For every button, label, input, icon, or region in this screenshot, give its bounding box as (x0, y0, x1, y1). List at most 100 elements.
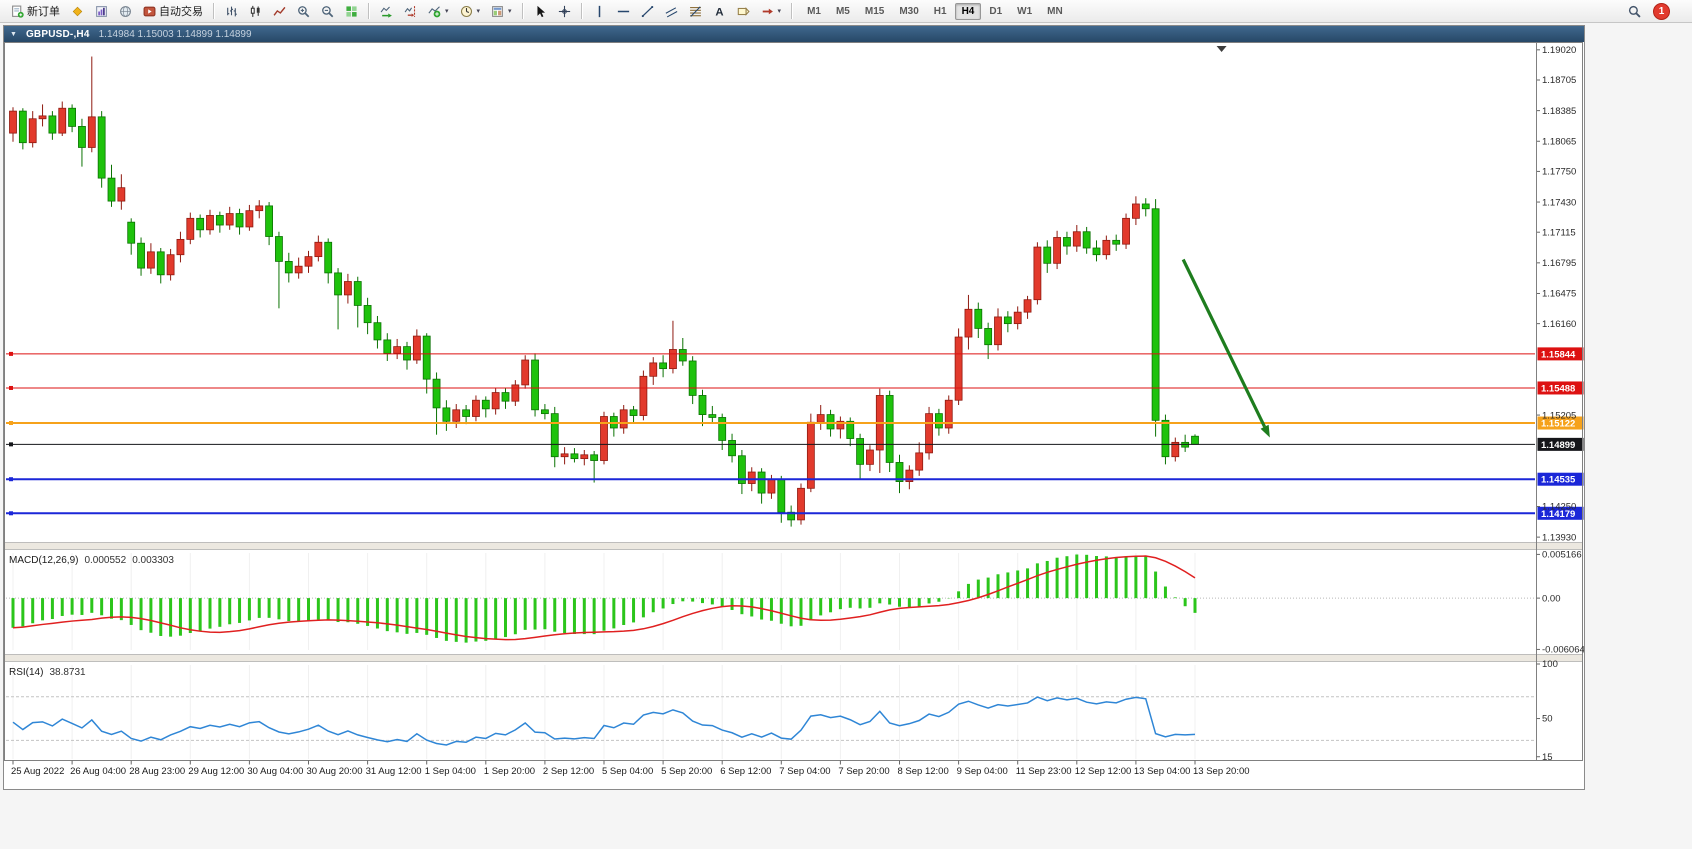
candle (964, 294, 973, 350)
svg-text:1.14899: 1.14899 (1541, 440, 1575, 451)
new-order-button-label: 新订单 (27, 6, 60, 18)
crosshair-button[interactable] (553, 1, 576, 22)
charts-panel-button[interactable] (90, 1, 113, 22)
svg-text:0.00: 0.00 (1542, 593, 1561, 604)
candle (176, 231, 185, 263)
candle (797, 483, 805, 525)
candle (18, 108, 27, 150)
search-button[interactable] (1623, 1, 1646, 22)
horizontal-line-object[interactable]: 1.15488 (6, 381, 1584, 395)
candle (432, 372, 441, 435)
candle (353, 276, 362, 328)
svg-text:1.17115: 1.17115 (1542, 227, 1576, 238)
zoom-in-icon (297, 5, 310, 18)
periods-button[interactable]: ▾ (455, 1, 486, 22)
svg-text:A: A (715, 6, 723, 18)
candle (1003, 311, 1012, 333)
timeframe-M30[interactable]: M30 (899, 5, 919, 17)
candle (206, 209, 214, 235)
price-chart[interactable]: 1.15844 1.15488 1.15122 1.14899 1.14535 1.141… (4, 42, 1584, 789)
candle (836, 416, 845, 439)
timeframe-M15[interactable]: M15 (864, 5, 885, 17)
svg-text:13 Sep 20:00: 13 Sep 20:00 (1193, 766, 1250, 777)
candle (117, 174, 126, 210)
history-center-button[interactable] (114, 1, 137, 22)
timeframe-M5[interactable]: M5 (835, 5, 850, 17)
horizontal-line-button[interactable] (612, 1, 635, 22)
trendline-button[interactable] (636, 1, 659, 22)
panel-separator[interactable] (4, 654, 1583, 662)
tile-windows-button[interactable] (340, 1, 363, 22)
candle (806, 413, 815, 493)
text-button[interactable]: A (708, 1, 731, 22)
notifications-badge[interactable]: 1 (1653, 2, 1670, 20)
window-menu-icon[interactable]: ▼ (10, 30, 17, 38)
candle (560, 447, 569, 465)
metaquotes-button[interactable] (66, 1, 89, 22)
horizontal-line-object[interactable]: 1.14899 (6, 437, 1584, 451)
candlestick-chart-button[interactable] (244, 1, 267, 22)
line-chart-button[interactable] (268, 1, 291, 22)
timeframe-M1[interactable]: M1 (807, 5, 821, 17)
candle (600, 411, 608, 465)
price-badge: 1.14899 (1537, 437, 1584, 451)
tile-windows-icon (345, 5, 358, 18)
panel-separator[interactable] (4, 542, 1583, 550)
horizontal-line-object[interactable]: 1.15122 (6, 416, 1584, 430)
candle (294, 257, 303, 279)
candle (472, 395, 480, 422)
svg-text:1 Sep 04:00: 1 Sep 04:00 (425, 766, 476, 777)
candle (678, 337, 687, 366)
horizontal-line-object[interactable]: 1.14179 (6, 506, 1584, 520)
svg-text:6 Sep 12:00: 6 Sep 12:00 (720, 766, 771, 777)
indicators-button[interactable]: ▾ (423, 1, 454, 22)
svg-text:30 Aug 20:00: 30 Aug 20:00 (307, 766, 363, 777)
new-order-button[interactable]: 新订单 (6, 1, 65, 22)
auto-scroll-button[interactable] (375, 1, 398, 22)
autotrading-button[interactable]: 自动交易 (138, 1, 208, 22)
candle (895, 454, 904, 494)
horizontal-line-object[interactable]: 1.15844 (6, 347, 1584, 361)
candle (757, 468, 766, 504)
zoom-in-button[interactable] (292, 1, 315, 22)
trend-arrow-object[interactable] (1181, 258, 1270, 438)
fibonacci-button[interactable] (684, 1, 707, 22)
svg-text:5 Sep 20:00: 5 Sep 20:00 (661, 766, 712, 777)
timeframe-D1[interactable]: D1 (989, 5, 1003, 17)
candle (1033, 242, 1042, 305)
dropdown-caret-icon: ▾ (476, 7, 481, 15)
chart-shift-marker[interactable] (1216, 46, 1227, 52)
candle (156, 248, 165, 284)
candle (1151, 199, 1160, 437)
timeframe-W1[interactable]: W1 (1017, 5, 1033, 17)
zoom-out-button[interactable] (316, 1, 339, 22)
svg-text:26 Aug 04:00: 26 Aug 04:00 (70, 766, 126, 777)
vertical-line-button[interactable] (588, 1, 611, 22)
timeframe-H4[interactable]: H4 (954, 2, 982, 20)
price-axis: 1.19020 1.18705 1.18385 1.18065 1.17750 1.174… (1536, 45, 1576, 543)
toolbar-separator (368, 3, 370, 19)
timeframe-MN[interactable]: MN (1047, 5, 1063, 17)
chart-title-bar[interactable]: ▼ GBPUSD-,H4 1.14984 1.15003 1.14899 1.1… (4, 26, 1584, 42)
dropdown-caret-icon: ▾ (777, 7, 782, 15)
arrows-button[interactable]: ▾ (756, 1, 787, 22)
candle (1082, 226, 1091, 254)
text-label-button[interactable] (732, 1, 755, 22)
cursor-button[interactable] (529, 1, 552, 22)
chart-shift-button[interactable] (399, 1, 422, 22)
candle (521, 355, 530, 389)
svg-text:1.14250: 1.14250 (1542, 502, 1576, 513)
timeframe-H1[interactable]: H1 (933, 5, 947, 17)
svg-text:28 Aug 23:00: 28 Aug 23:00 (129, 766, 185, 777)
svg-text:30 Aug 04:00: 30 Aug 04:00 (247, 766, 303, 777)
horizontal-line-object[interactable]: 1.14535 (6, 472, 1584, 486)
candle (343, 273, 352, 304)
price-badge: 1.15122 (1537, 416, 1584, 430)
toolbar-separator (580, 3, 583, 19)
channel-button[interactable] (660, 1, 683, 22)
candle (58, 101, 67, 136)
candle (541, 404, 549, 420)
svg-text:25 Aug 2022: 25 Aug 2022 (11, 766, 64, 777)
bar-chart-button[interactable] (220, 1, 243, 22)
templates-button[interactable]: ▾ (486, 1, 517, 22)
